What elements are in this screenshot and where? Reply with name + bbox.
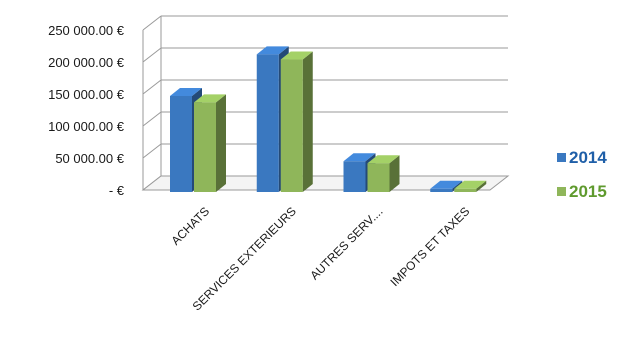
bar-top xyxy=(194,94,226,103)
bar-top xyxy=(343,153,376,162)
gridline-side xyxy=(142,47,162,63)
bar-side xyxy=(302,51,313,192)
bar-2015-2 xyxy=(367,155,400,192)
x-category-label: AUTRES SERV.... xyxy=(307,204,385,282)
legend-label: 2015 xyxy=(569,182,607,201)
bar-front xyxy=(367,163,390,192)
bar-side xyxy=(476,180,487,192)
x-category-label: SERVICES EXTERIEURS xyxy=(190,204,299,313)
bar-2015-1 xyxy=(280,51,313,192)
legend-item-2015: 2015 xyxy=(557,182,607,201)
y-tick-label: 150 000.00 € xyxy=(48,87,125,102)
legend-item-2014: 2014 xyxy=(557,148,607,167)
gridline-side xyxy=(142,15,162,31)
y-tick-label: 50 000.00 € xyxy=(55,151,124,166)
y-tick-label: 100 000.00 € xyxy=(48,119,125,134)
legend-label: 2014 xyxy=(569,148,607,167)
bar-top xyxy=(367,155,400,164)
bar-front xyxy=(194,102,216,192)
bars xyxy=(170,46,487,193)
y-tick-label: - € xyxy=(109,183,125,198)
bar-front xyxy=(430,188,453,192)
gridline-side xyxy=(142,111,162,127)
y-axis-tick-labels: - € 50 000.00 € 100 000.00 € 150 000.00 € 20… xyxy=(48,23,125,198)
bar-top xyxy=(454,180,487,189)
y-tick-label: 250 000.00 € xyxy=(48,23,125,38)
x-category-label: ACHATS xyxy=(168,204,212,248)
bar-side xyxy=(389,155,400,192)
bar-2015-3 xyxy=(454,180,487,192)
bar-2015-0 xyxy=(194,94,226,192)
x-category-label: IMPOTS ET TAXES xyxy=(387,204,472,289)
bar-top xyxy=(280,51,313,60)
bar-top xyxy=(256,46,289,55)
bar-front xyxy=(256,54,279,193)
bar-front xyxy=(280,59,303,192)
bar-side xyxy=(216,94,226,192)
bar-front xyxy=(454,188,477,192)
bar-top xyxy=(430,180,463,189)
legend-swatch xyxy=(557,187,566,196)
legend: 2014 2015 xyxy=(557,148,607,201)
bar-front xyxy=(343,161,366,192)
bar-top xyxy=(170,88,202,96)
bar-front xyxy=(170,96,192,192)
gridline-side xyxy=(142,143,162,159)
gridline-side xyxy=(142,79,162,95)
y-tick-label: 200 000.00 € xyxy=(48,55,125,70)
legend-swatch xyxy=(557,153,566,162)
